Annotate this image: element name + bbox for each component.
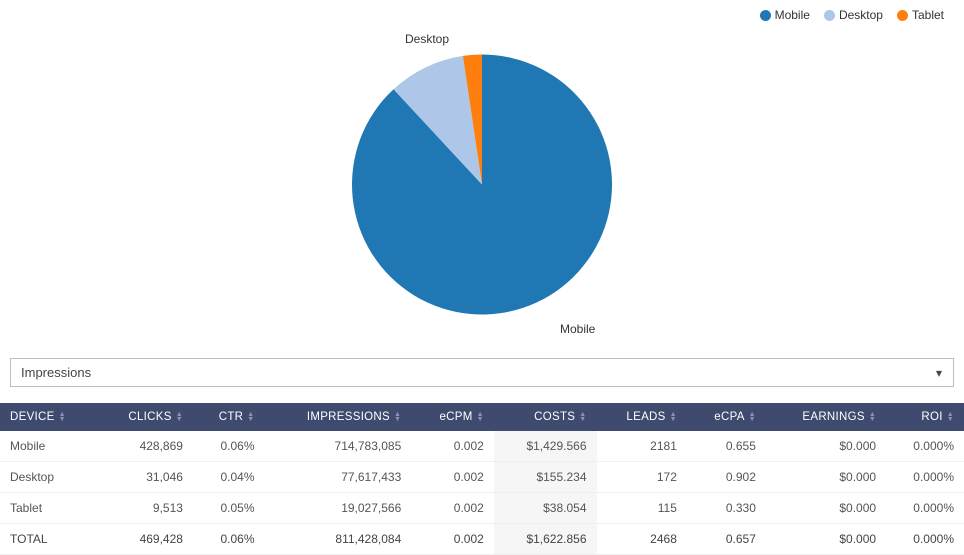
legend-item-tablet[interactable]: Tablet: [897, 8, 944, 22]
cell-device: Mobile: [0, 431, 97, 462]
legend-dot-mobile: [760, 10, 771, 21]
sort-icon: ▲▼: [176, 412, 183, 422]
cell-ctr: 0.04%: [193, 462, 265, 493]
cell-ecpa: 0.655: [687, 431, 766, 462]
cell-clicks: 428,869: [97, 431, 193, 462]
metric-select[interactable]: Impressions: [10, 358, 954, 387]
cell-ecpa: 0.902: [687, 462, 766, 493]
cell-costs: $1,429.566: [494, 431, 597, 462]
col-header-impressions[interactable]: IMPRESSIONS▲▼: [265, 403, 412, 431]
legend-item-mobile[interactable]: Mobile: [760, 8, 810, 22]
cell-clicks: 31,046: [97, 462, 193, 493]
cell-clicks: 9,513: [97, 493, 193, 524]
pie-label-mobile: Mobile: [560, 322, 595, 336]
cell-ecpm: 0.002: [411, 431, 494, 462]
pie-chart[interactable]: [352, 55, 612, 320]
sort-icon: ▲▼: [394, 412, 401, 422]
metric-select-row: Impressions ▾: [0, 352, 964, 393]
cell-device: Desktop: [0, 462, 97, 493]
col-header-clicks[interactable]: CLICKS▲▼: [97, 403, 193, 431]
cell-costs: $155.234: [494, 462, 597, 493]
cell-ctr: 0.05%: [193, 493, 265, 524]
sort-icon: ▲▼: [869, 412, 876, 422]
cell-earnings: $0.000: [766, 431, 886, 462]
legend-label: Tablet: [912, 8, 944, 22]
cell-earnings: $0.000: [766, 462, 886, 493]
table-row: Desktop31,0460.04%77,617,4330.002$155.23…: [0, 462, 964, 493]
pie-label-desktop: Desktop: [405, 32, 449, 46]
col-header-roi[interactable]: ROI▲▼: [886, 403, 964, 431]
cell-leads: 172: [597, 462, 687, 493]
table-row: Tablet9,5130.05%19,027,5660.002$38.05411…: [0, 493, 964, 524]
table-row: Mobile428,8690.06%714,783,0850.002$1,429…: [0, 431, 964, 462]
sort-icon: ▲▼: [579, 412, 586, 422]
cell-ecpm: 0.002: [411, 462, 494, 493]
sort-icon: ▲▼: [59, 412, 66, 422]
sort-icon: ▲▼: [477, 412, 484, 422]
legend-label: Mobile: [775, 8, 810, 22]
cell-ctr: 0.06%: [193, 431, 265, 462]
dashboard-container: Mobile Desktop Tablet Desktop Mobile Imp…: [0, 0, 964, 555]
col-header-costs[interactable]: COSTS▲▼: [494, 403, 597, 431]
legend-label: Desktop: [839, 8, 883, 22]
col-header-leads[interactable]: LEADS▲▼: [597, 403, 687, 431]
cell-roi: 0.000%: [886, 462, 964, 493]
col-header-ctr[interactable]: CTR▲▼: [193, 403, 265, 431]
table-header-row: DEVICE▲▼CLICKS▲▼CTR▲▼IMPRESSIONS▲▼eCPM▲▼…: [0, 403, 964, 431]
cell-roi: 0.000%: [886, 493, 964, 524]
metrics-table: DEVICE▲▼CLICKS▲▼CTR▲▼IMPRESSIONS▲▼eCPM▲▼…: [0, 403, 964, 555]
legend-dot-tablet: [897, 10, 908, 21]
col-header-device[interactable]: DEVICE▲▼: [0, 403, 97, 431]
sort-icon: ▲▼: [749, 412, 756, 422]
sort-icon: ▲▼: [670, 412, 677, 422]
cell-leads: 2181: [597, 431, 687, 462]
cell-earnings: $0.000: [766, 493, 886, 524]
legend-item-desktop[interactable]: Desktop: [824, 8, 883, 22]
legend-dot-desktop: [824, 10, 835, 21]
cell-ecpm: 0.002: [411, 493, 494, 524]
col-header-ecpm[interactable]: eCPM▲▼: [411, 403, 494, 431]
cell-ecpa: 0.330: [687, 493, 766, 524]
chart-legend: Mobile Desktop Tablet: [0, 0, 964, 22]
col-header-earnings[interactable]: EARNINGS▲▼: [766, 403, 886, 431]
pie-chart-area: Desktop Mobile: [0, 22, 964, 352]
cell-impressions: 714,783,085: [265, 431, 412, 462]
cell-impressions: 19,027,566: [265, 493, 412, 524]
cell-impressions: 77,617,433: [265, 462, 412, 493]
cell-roi: 0.000%: [886, 431, 964, 462]
sort-icon: ▲▼: [947, 412, 954, 422]
sort-icon: ▲▼: [247, 412, 254, 422]
cell-leads: 115: [597, 493, 687, 524]
col-header-ecpa[interactable]: eCPA▲▼: [687, 403, 766, 431]
cell-costs: $38.054: [494, 493, 597, 524]
cell-device: Tablet: [0, 493, 97, 524]
